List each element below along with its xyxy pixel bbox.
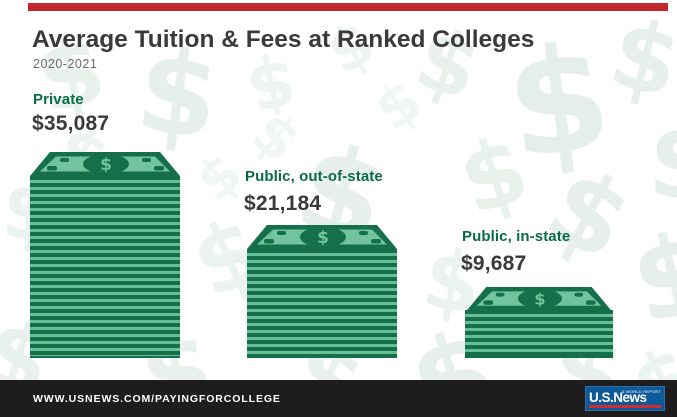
dollar-watermark-icon: $ [183, 140, 255, 214]
dollar-watermark-icon: $ [599, 0, 677, 121]
bill-stack-stripes [247, 249, 397, 358]
bill-dollar-icon: $ [317, 228, 329, 248]
dollar-watermark-icon: $ [239, 97, 314, 177]
dollar-watermark-icon: $ [619, 205, 677, 351]
page-subtitle: 2020-2021 [33, 57, 98, 71]
value-label-public-in-state: $9,687 [461, 252, 527, 275]
footer-url: WWW.USNEWS.COM/PAYINGFORCOLLEGE [33, 392, 281, 405]
top-accent-bar [28, 3, 668, 11]
dollar-watermark-icon: $ [240, 42, 304, 131]
usnews-logo-red-bar [589, 405, 661, 408]
page-title: Average Tuition & Fees at Ranked College… [32, 26, 535, 53]
bill-top-illustration: $ [30, 152, 180, 176]
money-stack-public-in-state: $ [465, 287, 613, 358]
value-label-private: $35,087 [32, 112, 110, 135]
bill-dollar-icon: $ [100, 155, 112, 175]
usnews-logo-tagline: & WORLD REPORT [621, 389, 661, 394]
bill-top-illustration: $ [247, 225, 397, 249]
bill-dollar-icon: $ [534, 289, 545, 308]
value-label-public-out-of-state: $21,184 [244, 192, 322, 215]
usnews-logo: U.S.News & WORLD REPORT [585, 386, 665, 411]
category-label-public-out-of-state: Public, out-of-state [245, 168, 383, 185]
money-stack-public-out-of-state: $ [247, 225, 397, 358]
bill-stack-stripes [465, 310, 613, 358]
bill-top-illustration: $ [467, 287, 611, 310]
bill-stack-stripes [30, 176, 180, 358]
dollar-watermark-icon: $ [527, 143, 650, 286]
usnews-logo-text: U.S.News [589, 390, 647, 405]
category-label-private: Private [33, 91, 84, 108]
footer-bar: WWW.USNEWS.COM/PAYINGFORCOLLEGE U.S.News… [0, 380, 677, 417]
dollar-watermark-icon: $ [446, 114, 541, 237]
money-stack-private: $ [30, 152, 180, 358]
dollar-watermark-icon: $ [362, 65, 434, 145]
category-label-public-in-state: Public, in-state [462, 228, 571, 245]
dollar-watermark-icon: $ [645, 99, 677, 225]
